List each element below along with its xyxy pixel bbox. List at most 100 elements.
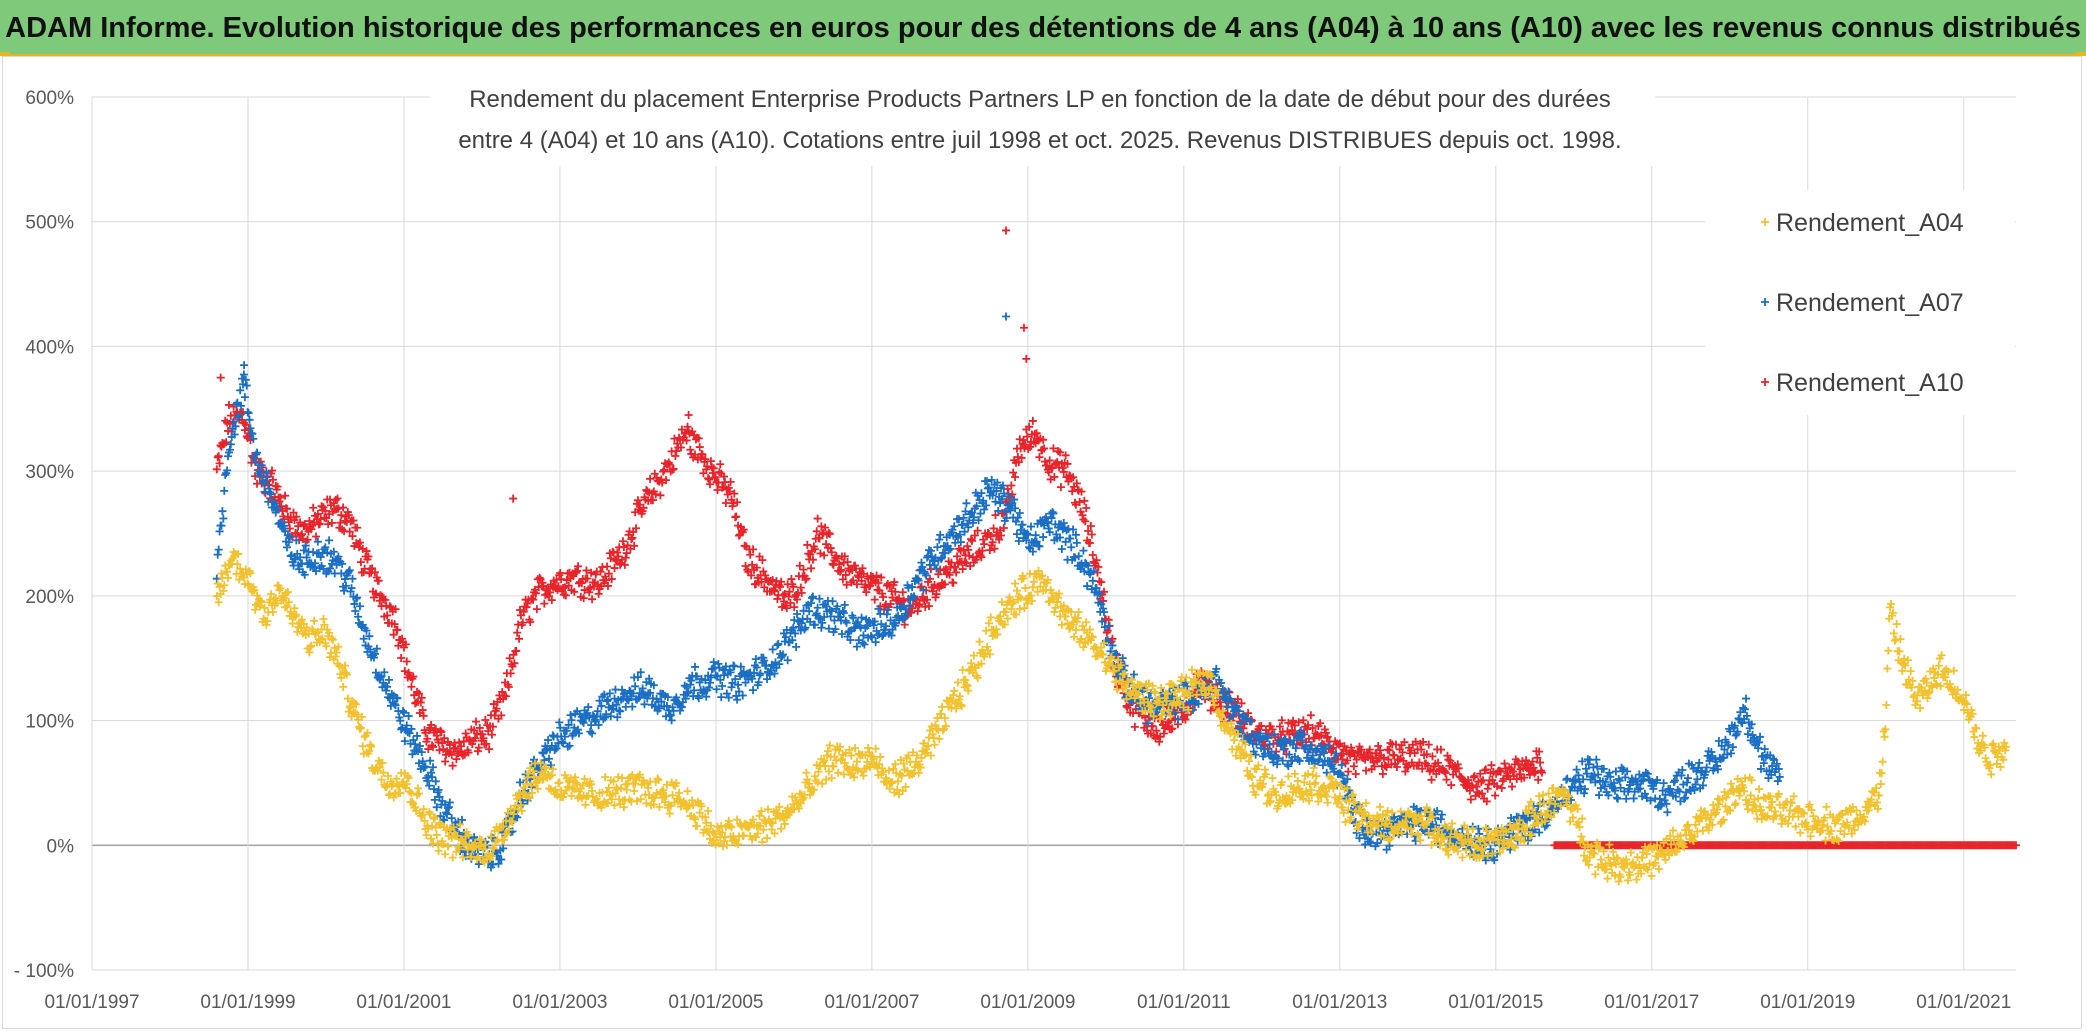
- point-rendement_a04: [780, 819, 789, 828]
- point-rendement_a07: [311, 559, 320, 568]
- point-rendement_a07: [818, 618, 827, 627]
- point-rendement_a10: [1268, 725, 1277, 734]
- point-rendement_a04: [262, 620, 271, 629]
- point-rendement_a07: [1610, 786, 1619, 795]
- point-rendement_a07: [909, 593, 918, 602]
- point-rendement_a04: [1435, 826, 1444, 835]
- point-rendement_a10: [1035, 453, 1044, 462]
- point-rendement_a07: [714, 659, 723, 668]
- point-rendement_a07: [1615, 776, 1624, 785]
- y-tick-label: 200%: [25, 587, 74, 608]
- point-rendement_a10: [440, 734, 449, 743]
- point-rendement_a07: [905, 601, 914, 610]
- point-rendement_a10: [268, 475, 277, 484]
- point-rendement_a10: [841, 570, 850, 579]
- point-rendement_a10: [801, 575, 810, 584]
- point-rendement_a04: [1411, 810, 1420, 819]
- point-rendement_a10: [1316, 719, 1325, 728]
- point-rendement_a04: [1300, 778, 1309, 787]
- point-rendement_a07: [431, 777, 440, 786]
- point-rendement_a10: [729, 499, 738, 508]
- point-rendement_a07: [544, 736, 553, 745]
- point-rendement_a07: [998, 481, 1007, 490]
- point-rendement_a04: [533, 784, 542, 793]
- point-rendement_a10: [479, 734, 488, 743]
- point-rendement_a04: [1277, 778, 1286, 787]
- point-rendement_a07: [979, 496, 988, 505]
- point-rendement_a10: [1077, 487, 1086, 496]
- point-rendement_a04: [1480, 841, 1489, 850]
- point-rendement_a04: [516, 801, 525, 810]
- point-rendement_a04: [1121, 683, 1130, 692]
- point-rendement_a07: [399, 707, 408, 716]
- point-rendement_a07: [999, 489, 1008, 498]
- point-rendement_a04: [1237, 745, 1246, 754]
- point-rendement_a04: [1444, 850, 1453, 859]
- point-rendement_a04: [1460, 821, 1469, 830]
- point-rendement_a10: [1401, 767, 1410, 776]
- point-rendement_a07: [781, 633, 790, 642]
- point-rendement_a07: [1720, 745, 1729, 754]
- point-rendement_a10: [356, 558, 365, 567]
- point-rendement_a10: [1159, 729, 1168, 738]
- point-rendement_a04: [439, 840, 448, 849]
- point-rendement_a07: [555, 718, 564, 727]
- point-rendement_a04: [293, 627, 302, 636]
- point-rendement_a10: [416, 698, 425, 707]
- point-rendement_a07: [400, 737, 409, 746]
- point-rendement_a07: [1143, 719, 1152, 728]
- point-rendement_a04: [339, 682, 348, 691]
- point-rendement_a07: [1171, 708, 1180, 717]
- point-rendement_a07: [285, 533, 294, 542]
- point-rendement_a10: [570, 587, 579, 596]
- point-rendement_a04: [953, 678, 962, 687]
- point-rendement_a07: [595, 696, 604, 705]
- point-rendement_a07: [474, 860, 483, 869]
- point-rendement_a10: [1233, 695, 1242, 704]
- point-rendement_a04: [413, 790, 422, 799]
- x-axis-ticks: 01/01/1997 01/01/1999 01/01/2001 01/01/2003…: [44, 992, 2011, 1013]
- point-rendement_a10: [730, 489, 739, 498]
- point-rendement_a10: [808, 555, 817, 564]
- point-rendement_a07: [1595, 791, 1604, 800]
- point-rendement_a10: [1038, 445, 1047, 454]
- point-rendement_a10: [843, 557, 852, 566]
- point-rendement_a04: [977, 659, 986, 668]
- point-rendement_a07: [1010, 495, 1019, 504]
- point-rendement_a10: [924, 601, 933, 610]
- point-rendement_a04: [701, 813, 710, 822]
- point-rendement_a04: [1527, 831, 1536, 840]
- point-rendement_a07: [397, 725, 406, 734]
- point-rendement_a07: [1707, 748, 1716, 757]
- point-rendement_a07: [1584, 760, 1593, 769]
- point-rendement_a10: [914, 601, 923, 610]
- point-rendement_a04: [1016, 593, 1025, 602]
- point-rendement_a07: [721, 662, 730, 671]
- point-rendement_a04: [1323, 798, 1332, 807]
- point-rendement_a10: [522, 603, 531, 612]
- point-rendement_a07: [248, 429, 257, 438]
- point-rendement_a04: [1397, 829, 1406, 838]
- point-rendement_a04: [889, 764, 898, 773]
- point-rendement_a10: [821, 523, 830, 532]
- point-rendement_a04: [720, 837, 729, 846]
- point-rendement_a07: [1578, 757, 1587, 766]
- point-rendement_a04: [306, 642, 315, 651]
- x-tick-label: 01/01/2013: [1292, 992, 1387, 1013]
- header-banner: ADAM Informe. Evolution historique des p…: [0, 0, 2086, 56]
- point-rendement_a07: [1337, 760, 1346, 769]
- point-rendement_a07: [680, 681, 689, 690]
- point-rendement_a07: [778, 651, 787, 660]
- point-rendement_a10: [1025, 422, 1034, 431]
- point-rendement_a04: [803, 775, 812, 784]
- point-rendement_a10: [528, 594, 537, 603]
- point-rendement_a04: [1479, 835, 1488, 844]
- point-rendement_a10: [1411, 737, 1420, 746]
- point-rendement_a07: [1231, 701, 1240, 710]
- point-rendement_a07: [866, 632, 875, 641]
- point-rendement_a10: [1023, 432, 1032, 441]
- point-rendement_a10: [966, 561, 975, 570]
- point-rendement_a10: [842, 580, 851, 589]
- point-rendement_a10: [952, 568, 961, 577]
- point-rendement_a07: [365, 632, 374, 641]
